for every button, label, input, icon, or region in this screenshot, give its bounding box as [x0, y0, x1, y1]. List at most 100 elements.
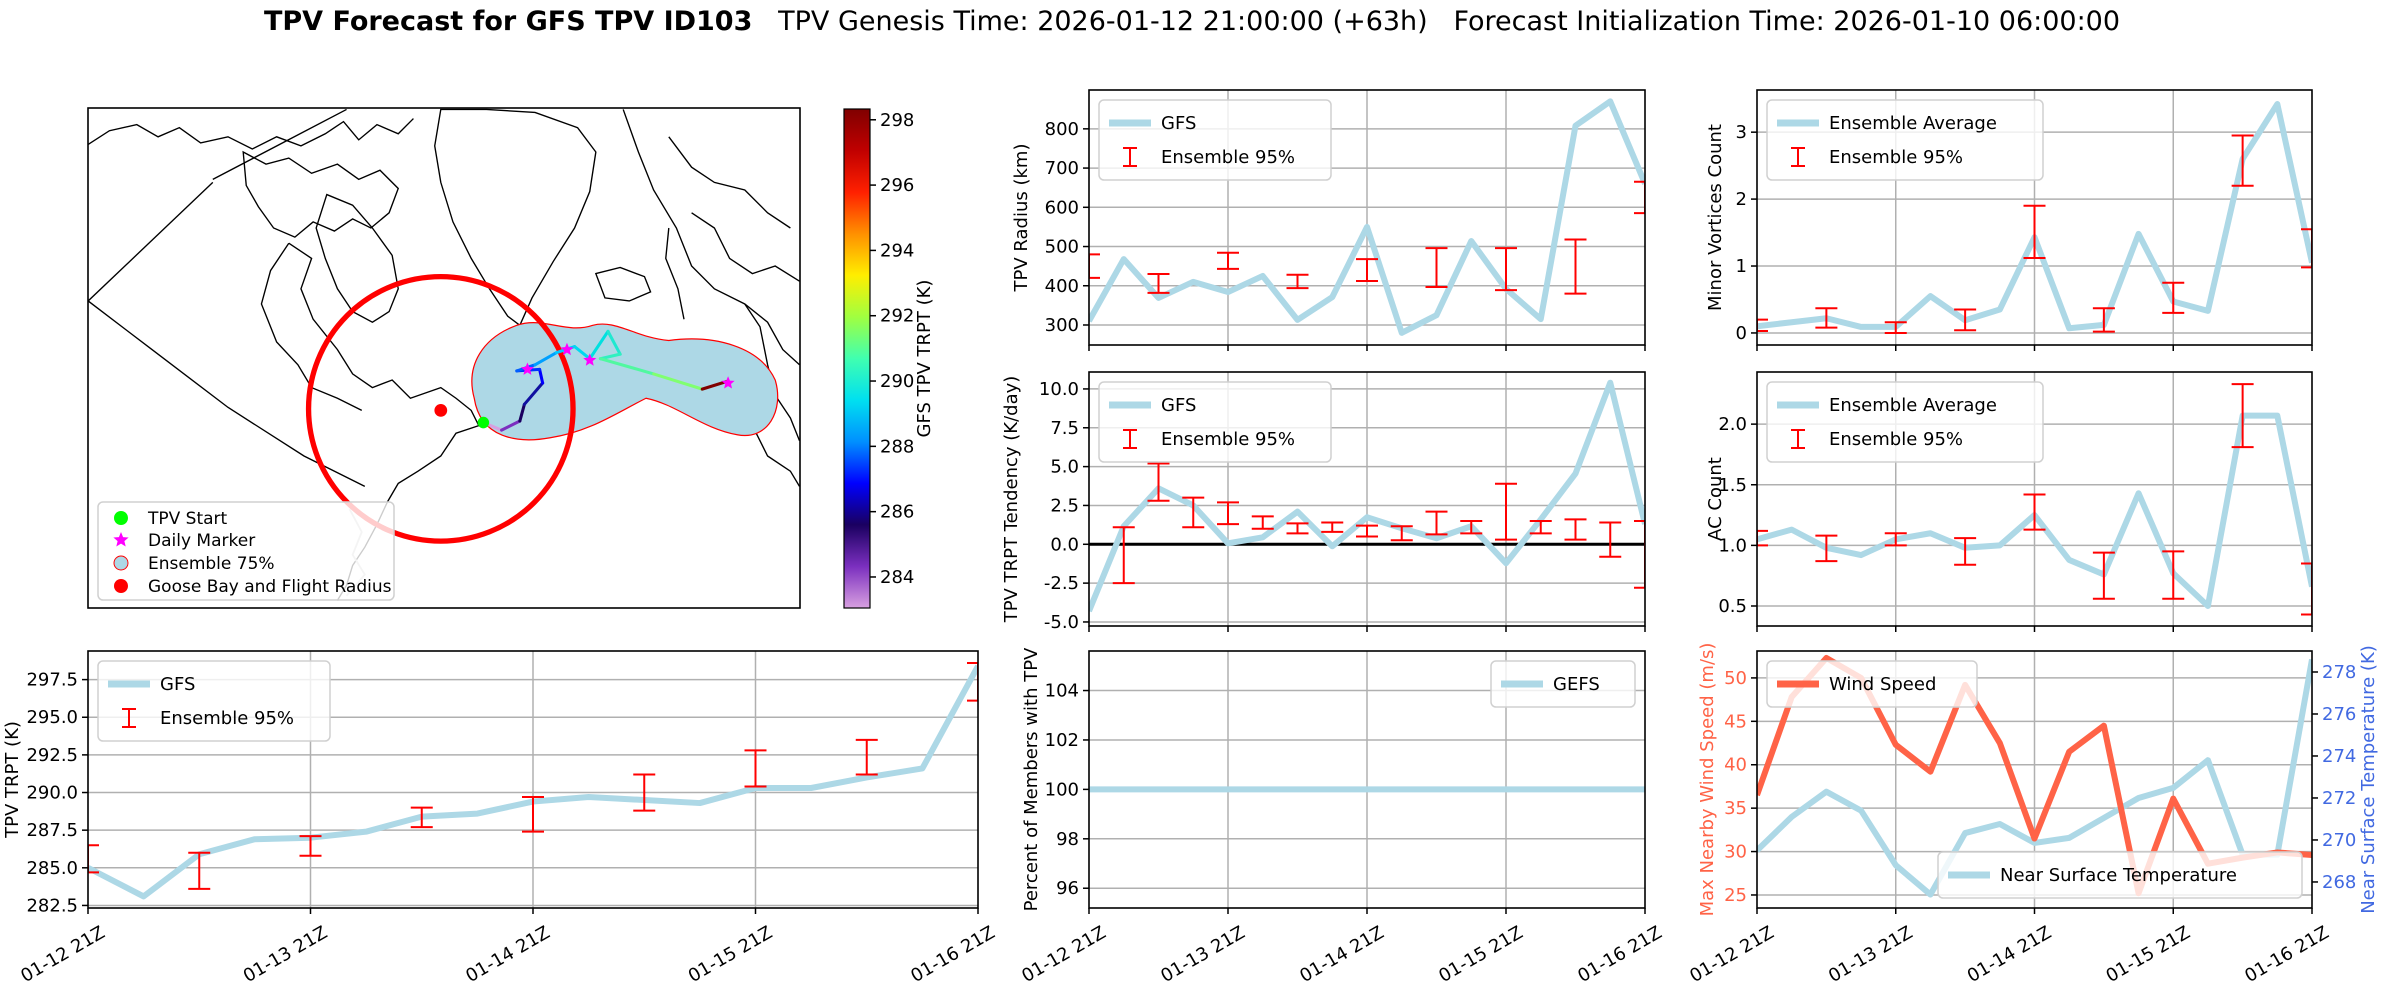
errorbar [633, 773, 656, 812]
flight-radius-circle [305, 273, 576, 544]
tpv-track-segment [606, 329, 622, 356]
x-tick-label: 01-13 21Z [240, 922, 331, 982]
errorbar [1356, 524, 1378, 538]
errorbar [88, 844, 99, 874]
y-tick-label: 98 [1056, 829, 1079, 850]
errorbar [1356, 258, 1378, 283]
plot-area [1757, 383, 2312, 616]
y-tick-label: 295.0 [26, 707, 78, 728]
legend: GFS Ensemble 95% [97, 660, 331, 742]
plot-area [1757, 101, 2312, 334]
y-tick-label: 25 [1724, 885, 1747, 906]
y-axis-label: TPV TRPT (K) [2, 721, 23, 839]
legend-box [1937, 851, 2303, 899]
errorbar [1460, 519, 1483, 535]
y-tick-label: 3 [1736, 122, 1747, 143]
legend-label: TPV Start [147, 509, 228, 529]
legend-label: GEFS [1553, 674, 1600, 695]
legend-label: GFS [1161, 113, 1196, 134]
x-tick-label: 01-16 21Z [2241, 922, 2332, 982]
daily-marker-star [560, 342, 574, 356]
title-init: Forecast Initialization Time: 2026-01-10… [1453, 6, 2121, 37]
coastline [622, 109, 800, 366]
coastline [691, 212, 800, 282]
legend-box [1766, 381, 2044, 463]
series-line [1089, 98, 1645, 336]
coastline [88, 118, 414, 150]
y-tick-label: 800 [1045, 119, 1079, 140]
errorbar [1954, 537, 1977, 566]
errorbar [1634, 180, 1645, 215]
errorbar [1884, 321, 1907, 334]
secondary-y-tick-label: 268 [2322, 872, 2356, 893]
errorbar [1757, 529, 1768, 547]
errorbar [1286, 273, 1309, 290]
errorbar [2231, 134, 2254, 187]
coastline [434, 108, 597, 327]
errorbar [1425, 247, 1448, 288]
secondary-y-tick-label: 270 [2322, 830, 2356, 851]
y-axis-label: TPV TRPT Tendency (K/day) [1001, 376, 1022, 624]
legend: GEFS [1490, 660, 1636, 708]
y-tick-label: 290.0 [26, 783, 78, 804]
tpv-track-segment [500, 419, 522, 432]
x-tick-label: 01-15 21Z [685, 922, 776, 982]
errorbar [1182, 496, 1205, 529]
tpv-track-segment [573, 345, 592, 361]
tpv-track-segment [518, 402, 526, 423]
colorbar-tick-label: 298 [880, 110, 914, 131]
y-tick-label: -5.0 [1044, 612, 1079, 633]
panel-wind: 25 30 35 40 45 50 Max Nearby Wind Speed (m/s) 0… [1686, 643, 2379, 982]
panel-tendency: -5.0 -2.5 0.0 2.5 5.0 7.5 10.0 TPV TRPT Tendenc… [1001, 371, 1646, 633]
y-tick-label: 2.5 [1050, 495, 1079, 516]
y-tick-label: 10.0 [1039, 379, 1079, 400]
errorbar [1815, 534, 1838, 563]
goose-bay-marker [434, 404, 448, 417]
coastline [665, 227, 685, 320]
legend-box [1766, 660, 1978, 708]
x-tick-label: 01-13 21Z [1157, 922, 1248, 982]
errorbar [1495, 247, 1517, 292]
errorbar [2092, 551, 2115, 600]
legend-tpv-start-swatch [114, 511, 128, 525]
legend-label: Ensemble 95% [1161, 429, 1295, 450]
y-tick-label: 600 [1045, 197, 1079, 218]
tpv-track-segment [588, 329, 610, 361]
errorbar [1564, 518, 1587, 541]
errorbar [1634, 519, 1645, 589]
errorbar [1217, 251, 1239, 270]
x-tick-label: 01-16 21Z [907, 922, 998, 982]
coastline [260, 242, 363, 412]
x-tick-label: 01-15 21Z [1435, 922, 1526, 982]
errorbar [1884, 532, 1907, 547]
errorbar [410, 806, 433, 829]
colorbar-tick-label: 296 [880, 175, 914, 196]
legend-box [1766, 99, 2044, 181]
errorbar [2162, 550, 2185, 600]
coastline [315, 193, 399, 324]
errorbar [1815, 307, 1838, 329]
tpv-start-marker [477, 416, 490, 429]
secondary-y-tick-label: 278 [2322, 662, 2356, 683]
legend: Wind Speed [1766, 660, 1978, 708]
errorbar [188, 851, 211, 890]
y-tick-label: 7.5 [1050, 418, 1079, 439]
legend-label: Wind Speed [1829, 674, 1936, 695]
tpv-track-segment [522, 381, 545, 406]
y-tick-label: 45 [1724, 711, 1747, 732]
errorbar [1217, 501, 1239, 526]
errorbar [2301, 228, 2312, 269]
errorbar [299, 835, 322, 857]
y-tick-label: 400 [1045, 276, 1079, 297]
errorbar [1112, 526, 1135, 585]
y-tick-label: -2.5 [1044, 573, 1079, 594]
legend-label: Goose Bay and Flight Radius [148, 577, 392, 597]
x-tick-label: 01-14 21Z [1296, 922, 1387, 982]
y-axis-label: Max Nearby Wind Speed (m/s) [1697, 643, 1718, 917]
daily-marker-star [583, 353, 597, 366]
legend-box [97, 501, 395, 601]
y-tick-label: 500 [1045, 237, 1079, 258]
secondary-y-tick-label: 276 [2322, 704, 2356, 725]
